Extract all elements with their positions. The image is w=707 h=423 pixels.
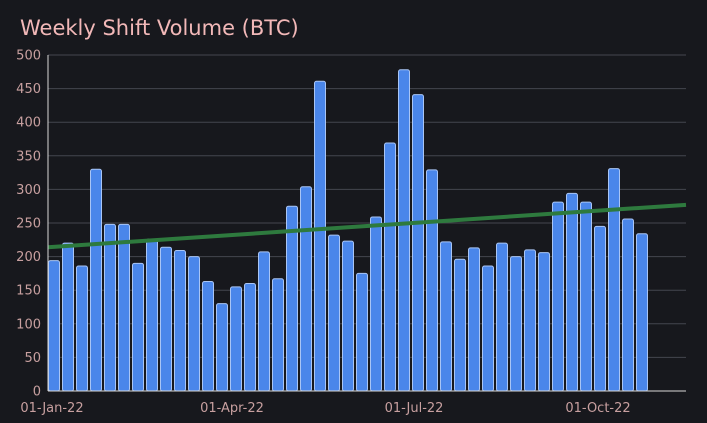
bar-week-27 (412, 94, 424, 392)
bar-week-37 (552, 201, 564, 392)
y-tick-label: 350 (16, 149, 41, 164)
y-tick-label: 50 (24, 351, 41, 366)
bar-week-14 (230, 286, 242, 392)
chart-title: Weekly Shift Volume (BTC) (20, 16, 299, 40)
x-tick-label: 01-Apr-22 (200, 401, 264, 416)
bar-week-6 (118, 223, 130, 392)
bar-week-7 (132, 262, 144, 392)
bar-week-13 (216, 303, 228, 392)
bar-week-32 (482, 265, 494, 392)
bar-week-39 (580, 201, 592, 392)
y-tick-label: 0 (33, 385, 41, 400)
bar-week-42 (622, 218, 634, 392)
bar-week-20 (314, 80, 326, 392)
bar-week-15 (244, 282, 256, 392)
bar-week-12 (202, 280, 214, 392)
bar-week-29 (440, 241, 452, 392)
x-tick-label: 01-Jul-22 (385, 401, 444, 416)
bar-week-26 (398, 69, 410, 392)
y-tick-label: 150 (16, 284, 41, 299)
bar-week-31 (468, 247, 480, 392)
bar-week-9 (160, 246, 172, 392)
bar-week-1 (48, 260, 60, 392)
bar-week-43 (636, 233, 648, 392)
y-tick-label: 100 (16, 317, 41, 332)
y-tick-label: 300 (16, 183, 41, 198)
bar-week-34 (510, 256, 522, 392)
y-tick-label: 450 (16, 82, 41, 97)
y-tick-label: 200 (16, 250, 41, 265)
bar-week-36 (538, 252, 550, 392)
y-tick-label: 250 (16, 217, 41, 232)
bar-week-30 (454, 258, 466, 392)
bar-week-17 (272, 278, 284, 392)
bar-week-21 (328, 234, 340, 392)
bar-week-10 (174, 250, 186, 392)
trend-line (47, 202, 687, 250)
bar-week-33 (496, 242, 508, 392)
bar-week-18 (286, 205, 298, 392)
bar-week-16 (258, 251, 270, 392)
bar-week-11 (188, 256, 200, 392)
y-tick-label: 400 (16, 116, 41, 131)
bar-week-28 (426, 169, 438, 392)
x-tick-label: 01-Jan-22 (20, 401, 83, 416)
bar-week-23 (356, 272, 368, 392)
bar-week-19 (300, 186, 312, 392)
bar-week-24 (370, 216, 382, 392)
bar-week-3 (76, 265, 88, 392)
bar-week-41 (608, 168, 620, 392)
bar-week-5 (104, 223, 116, 392)
bar-week-25 (384, 142, 396, 392)
y-tick-label: 500 (16, 49, 41, 64)
x-tick-label: 01-Oct-22 (565, 401, 630, 416)
bar-week-4 (90, 168, 102, 392)
bar-week-8 (146, 238, 158, 392)
bar-week-38 (566, 192, 578, 392)
bar-week-22 (342, 240, 354, 392)
bar-week-40 (594, 225, 606, 392)
bar-week-2 (62, 242, 74, 392)
bar-week-35 (524, 249, 536, 392)
